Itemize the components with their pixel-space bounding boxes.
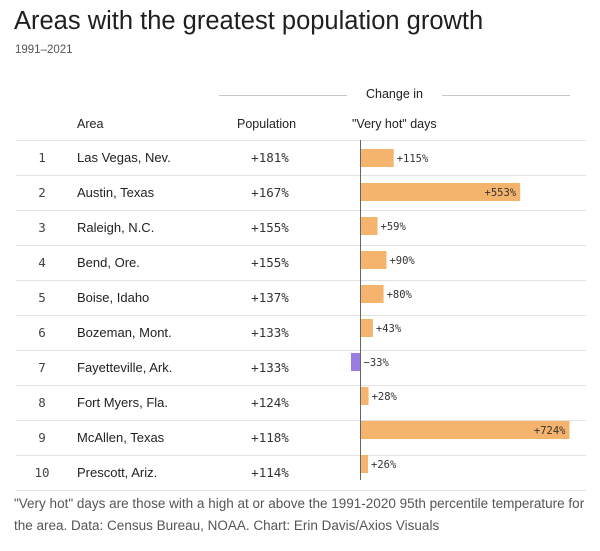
bar-value-label: +26% — [371, 459, 397, 471]
row-population-change: +118% — [251, 430, 289, 445]
row-rank: 10 — [34, 465, 50, 480]
row-area-name: Bozeman, Mont. — [77, 325, 172, 340]
row-population-change: +137% — [251, 290, 289, 305]
row-area-name: McAllen, Texas — [77, 430, 165, 445]
table-row: 9 McAllen, Texas +118% — [16, 420, 586, 455]
row-rank: 4 — [38, 255, 46, 270]
row-rank: 1 — [38, 150, 46, 165]
bar — [360, 319, 373, 337]
bar — [360, 421, 570, 439]
bar — [360, 183, 521, 201]
table-row: 3 Raleigh, N.C. +155% — [16, 210, 586, 245]
bar — [360, 149, 394, 167]
header-rule-left — [219, 95, 347, 96]
bar — [360, 285, 384, 303]
header-rule-right — [442, 95, 570, 96]
row-area-name: Raleigh, N.C. — [77, 220, 155, 235]
table-row: 10 Prescott, Ariz. +114% — [16, 455, 586, 491]
bar — [360, 217, 378, 235]
row-area-name: Fayetteville, Ark. — [77, 360, 173, 375]
bar-value-label: +80% — [387, 289, 413, 301]
change-in-label: Change in — [366, 87, 423, 101]
row-rank: 6 — [38, 325, 46, 340]
data-table: 1 Las Vegas, Nev. +181% 2 Austin, Texas +167%… — [16, 140, 586, 491]
row-area-name: Prescott, Ariz. — [77, 465, 158, 480]
table-row: 1 Las Vegas, Nev. +181% — [16, 140, 586, 175]
footnote: "Very hot" days are those with a high at… — [14, 496, 585, 533]
row-rank: 2 — [38, 185, 46, 200]
bar — [360, 387, 369, 405]
change-in-header: Change in — [219, 86, 570, 104]
bar — [360, 251, 387, 269]
row-area-name: Bend, Ore. — [77, 255, 140, 270]
bar-value-label: +28% — [372, 391, 398, 403]
column-header-population: Population — [237, 117, 297, 131]
table-row: 4 Bend, Ore. +155% — [16, 245, 586, 280]
row-rank: 3 — [38, 220, 46, 235]
row-rank: 5 — [38, 290, 46, 305]
zero-axis-line — [360, 140, 361, 480]
row-population-change: +133% — [251, 360, 289, 375]
bar-value-label: −33% — [364, 357, 390, 369]
table-row: 8 Fort Myers, Fla. +124% — [16, 385, 586, 420]
row-population-change: +181% — [251, 150, 289, 165]
chart-subtitle: 1991–2021 — [15, 44, 73, 56]
table-row: 6 Bozeman, Mont. +133% — [16, 315, 586, 350]
bar — [350, 353, 361, 371]
row-population-change: +124% — [251, 395, 289, 410]
row-rank: 8 — [38, 395, 46, 410]
bar-value-label: +115% — [397, 153, 429, 165]
row-population-change: +155% — [251, 255, 289, 270]
table-row: 5 Boise, Idaho +137% — [16, 280, 586, 315]
row-population-change: +114% — [251, 465, 289, 480]
table-row: 2 Austin, Texas +167% — [16, 175, 586, 210]
bar-value-label: +553% — [485, 187, 517, 199]
row-area-name: Fort Myers, Fla. — [77, 395, 169, 410]
column-header-very-hot-days: "Very hot" days — [352, 117, 437, 131]
row-area-name: Boise, Idaho — [77, 290, 150, 305]
row-rank: 7 — [38, 360, 46, 375]
row-population-change: +167% — [251, 185, 289, 200]
bar — [360, 455, 369, 473]
row-rank: 9 — [38, 430, 46, 445]
row-population-change: +155% — [251, 220, 289, 235]
table-row: 7 Fayetteville, Ark. +133% — [16, 350, 586, 385]
chart-title: Areas with the greatest population growt… — [14, 7, 484, 35]
bar-value-label: +59% — [381, 221, 407, 233]
row-area-name: Austin, Texas — [77, 185, 155, 200]
bar-value-label: +724% — [534, 425, 566, 437]
bar-value-label: +90% — [389, 255, 415, 267]
row-area-name: Las Vegas, Nev. — [77, 150, 171, 165]
column-header-area: Area — [77, 117, 104, 131]
row-population-change: +133% — [251, 325, 289, 340]
bar-value-label: +43% — [376, 323, 402, 335]
